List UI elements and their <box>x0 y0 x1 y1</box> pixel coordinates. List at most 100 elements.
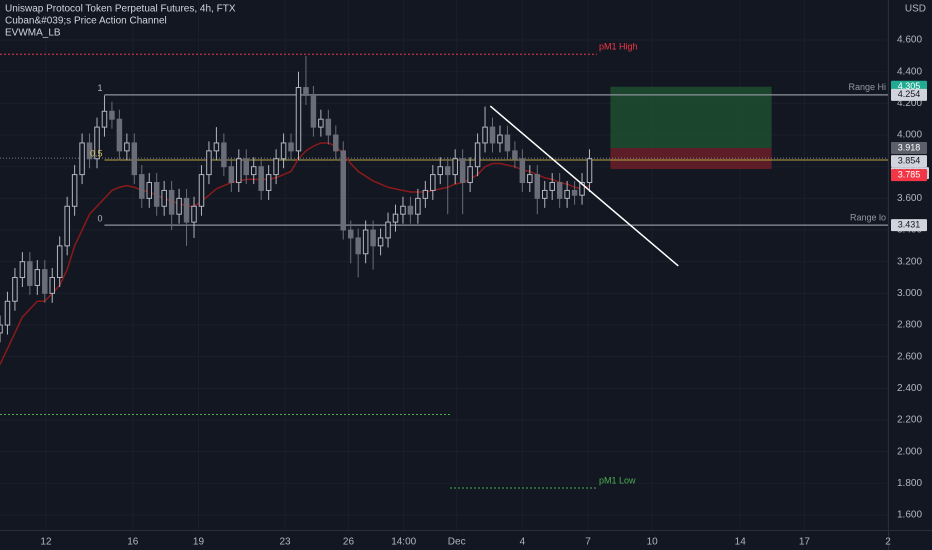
price-tag-label: 3.918 <box>898 142 921 152</box>
candle-body <box>467 166 473 184</box>
candle-body <box>370 229 376 247</box>
candle-body <box>437 166 444 176</box>
candle-body <box>482 126 488 144</box>
price-tag-label: 4.254 <box>898 89 921 99</box>
candle-body <box>146 182 152 199</box>
price-tag <box>891 142 927 155</box>
candle-body <box>392 213 399 223</box>
candle-body <box>109 110 115 120</box>
candle-body <box>400 205 406 215</box>
x-tick-label: 14 <box>735 537 747 548</box>
candle-body <box>579 182 585 196</box>
candle-body <box>139 174 145 199</box>
candle-body <box>198 174 205 207</box>
price-tag-label: 3.431 <box>898 219 921 229</box>
candle-body <box>444 166 451 176</box>
candle-body <box>280 142 287 160</box>
candle-body <box>265 174 272 191</box>
y-tick-label: 4.600 <box>897 35 922 46</box>
level-label: pM1 Low <box>599 475 636 485</box>
candle-body <box>258 166 264 191</box>
candle-body <box>79 142 85 176</box>
x-tick-label: 4 <box>520 537 526 548</box>
indicator-label: Cuban&#039;s Price Action Channel <box>5 16 167 27</box>
candle-body <box>131 142 138 176</box>
candle-body <box>206 150 212 176</box>
y-tick-label: 2.800 <box>897 320 922 331</box>
candle-body <box>250 166 257 176</box>
fib-label: 0 <box>97 213 102 223</box>
candle-body <box>586 158 593 184</box>
candle-body <box>168 189 175 215</box>
candle-body <box>273 158 279 176</box>
candle-body <box>541 189 548 199</box>
y-tick-label: 3.200 <box>897 256 922 267</box>
candle-body <box>116 118 123 152</box>
candle-body <box>556 182 563 199</box>
y-tick-label: 2.600 <box>897 351 922 362</box>
plot-area <box>0 53 888 489</box>
candle-body <box>27 261 33 286</box>
candle-body <box>124 142 130 152</box>
candle-body <box>504 134 511 152</box>
y-tick-label: 1.800 <box>897 478 922 489</box>
y-tick-label: 4.000 <box>897 130 922 141</box>
candle-body <box>452 158 458 176</box>
x-tick-label: 19 <box>193 537 205 548</box>
fib-label: 0.5 <box>90 148 103 158</box>
candle-body <box>489 126 496 144</box>
x-tick-label: 14:00 <box>391 537 416 548</box>
candle-body <box>303 87 309 96</box>
candle-body <box>71 174 78 207</box>
candle-body <box>191 205 197 223</box>
candle-body <box>12 277 18 302</box>
candle-body <box>101 110 108 128</box>
level-label: Range lo <box>850 212 886 222</box>
candle-body <box>571 189 578 196</box>
level-label: Range Hi <box>848 82 886 92</box>
x-tick-label: 12 <box>40 537 52 548</box>
x-tick-label: 10 <box>647 537 659 548</box>
trendline <box>489 105 679 267</box>
candle-body <box>347 229 354 239</box>
candle-body <box>49 277 55 294</box>
candle-body <box>295 87 302 152</box>
candle-body <box>0 324 3 334</box>
y-tick-label: 2.400 <box>897 383 922 394</box>
candle-body <box>385 221 391 239</box>
profit-zone <box>610 86 772 149</box>
candle-body <box>288 142 294 152</box>
y-tick-label: 2.000 <box>897 446 922 457</box>
candle-body <box>422 189 429 199</box>
price-tag <box>891 169 927 182</box>
candle-body <box>64 205 70 247</box>
x-tick-label: 23 <box>279 537 291 548</box>
candle-body <box>228 166 235 184</box>
candle-body <box>34 269 41 286</box>
y-tick-label: 4.200 <box>897 98 922 109</box>
y-tick-label: 3.000 <box>897 288 922 299</box>
candle-body <box>310 94 317 128</box>
x-tick-label: Dec <box>448 537 466 548</box>
x-tick-label: 16 <box>127 537 139 548</box>
candle-body <box>19 261 26 279</box>
candle-body <box>519 158 526 184</box>
y-tick-label: 4.400 <box>897 66 922 77</box>
candle-body <box>459 158 466 184</box>
candle-body <box>340 150 347 231</box>
candle-body <box>549 182 555 191</box>
price-tag <box>891 88 927 101</box>
level-label: pM1 High <box>599 42 638 52</box>
y-tick-label: 2.200 <box>897 415 922 426</box>
price-tag-label: 3.854 <box>898 156 921 166</box>
candle-body <box>355 237 361 255</box>
candle-body <box>512 150 518 160</box>
candle-body <box>407 205 414 215</box>
currency-label: USD <box>905 4 926 15</box>
candle-body <box>527 174 533 184</box>
candle-body <box>377 237 384 247</box>
candle-body <box>318 118 324 128</box>
y-tick-label: 3.600 <box>897 193 922 204</box>
candle-body <box>325 118 332 136</box>
